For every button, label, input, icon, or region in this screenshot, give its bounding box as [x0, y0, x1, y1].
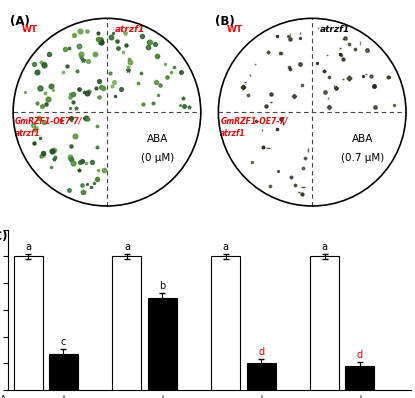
Text: ABA: ABA [146, 134, 168, 144]
Text: −: − [222, 394, 230, 398]
Text: atrzf1: atrzf1 [15, 129, 41, 138]
Text: d: d [357, 350, 363, 360]
Text: −: − [123, 394, 131, 398]
Text: (0.7 μM): (0.7 μM) [341, 152, 384, 163]
Bar [345, 366, 374, 390]
Text: atrzf1: atrzf1 [115, 25, 145, 34]
Bar [49, 354, 78, 390]
Text: WT: WT [22, 25, 38, 34]
Text: (A): (A) [10, 16, 30, 28]
Text: a: a [25, 242, 31, 252]
Text: atrzf1: atrzf1 [320, 25, 350, 34]
Text: −: − [320, 394, 329, 398]
Text: a: a [124, 242, 130, 252]
Text: ABA: ABA [0, 395, 7, 398]
Text: +: + [257, 394, 265, 398]
Text: WT: WT [227, 25, 243, 34]
Text: (B): (B) [215, 16, 235, 28]
Text: GmRZF1-OE7-7/: GmRZF1-OE7-7/ [15, 116, 83, 125]
Text: GmRZF1-OE7-7/: GmRZF1-OE7-7/ [220, 116, 288, 125]
Text: +: + [59, 394, 67, 398]
Bar [211, 256, 240, 390]
Text: c: c [61, 337, 66, 347]
Text: d: d [258, 347, 264, 357]
Text: b: b [159, 281, 165, 291]
Text: atrzf1: atrzf1 [220, 129, 246, 138]
Bar [148, 298, 177, 390]
Text: ABA: ABA [352, 134, 373, 144]
Text: a: a [223, 242, 229, 252]
Bar [247, 363, 276, 390]
Text: (0 μM): (0 μM) [141, 152, 174, 163]
Bar [14, 256, 43, 390]
Bar [112, 256, 142, 390]
Text: +: + [356, 394, 364, 398]
Text: a: a [322, 242, 327, 252]
Bar [310, 256, 339, 390]
Text: +: + [158, 394, 166, 398]
Text: (C): (C) [0, 230, 7, 243]
Text: −: − [24, 394, 32, 398]
